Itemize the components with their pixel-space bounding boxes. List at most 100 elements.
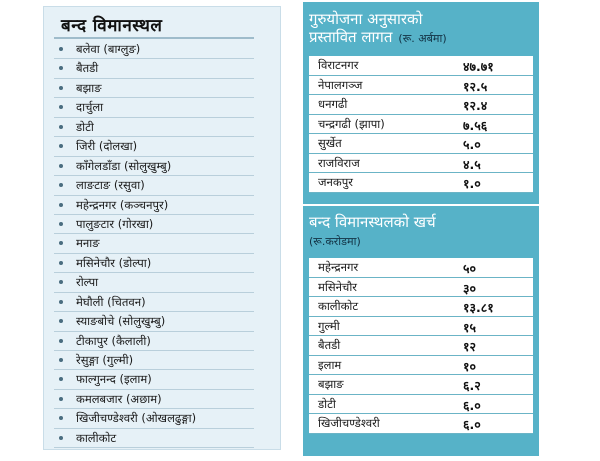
row-label: खिजीचण्डेश्वरी bbox=[318, 416, 380, 430]
airport-name: महेन्द्रनगर (कञ्चनपुर) bbox=[76, 197, 169, 212]
closed-spending-title: बन्द विमानस्थलको खर्च bbox=[309, 213, 436, 231]
row-value: १२.५ bbox=[463, 78, 488, 94]
airport-name: पालुङटार (गोरखा) bbox=[76, 216, 154, 231]
airport-name: मेघौली (चितवन) bbox=[76, 294, 146, 309]
row-value: ४७.७१ bbox=[463, 59, 494, 74]
airport-list-item: मसिनेचौर (डोल्पा) bbox=[54, 254, 254, 274]
proposed-cost-table: विराटनगर ४७.७१ नेपालगञ्ज १२.५ धनगढी १२.४ चन्द्… bbox=[309, 56, 533, 193]
bullet-icon bbox=[59, 144, 63, 149]
row-value: ५.० bbox=[463, 137, 481, 152]
airport-list-item: लाङटाङ (रसुवा) bbox=[54, 176, 254, 196]
airport-list-item: जिरी (दोलखा) bbox=[54, 137, 254, 157]
airport-list-item: कमलबजार (अछाम) bbox=[54, 390, 254, 410]
row-label: बझाङ bbox=[318, 377, 344, 391]
row-label: डोटी bbox=[318, 396, 336, 411]
bullet-icon bbox=[59, 66, 63, 71]
row-label: नेपालगञ्ज bbox=[318, 77, 363, 92]
airport-list-item: बझाङ bbox=[54, 79, 254, 99]
proposed-cost-row: चन्द्रगढी (झापा) ७.५६ bbox=[309, 115, 533, 134]
closed-spending-row: डोटी ६.० bbox=[309, 395, 533, 414]
row-value: ५० bbox=[463, 261, 477, 276]
row-value: ६.२ bbox=[463, 378, 481, 393]
closed-spending-row: गुल्मी १५ bbox=[309, 317, 533, 336]
airport-name: दार्चुला bbox=[76, 100, 104, 115]
airport-list-item: महेन्द्रनगर (कञ्चनपुर) bbox=[54, 196, 254, 215]
proposed-cost-row: सुर्खेत ५.० bbox=[309, 134, 533, 154]
bullet-icon bbox=[59, 47, 63, 51]
airport-name: बलेवा (बाग्लुङ) bbox=[76, 42, 141, 56]
closed-spending-row: मसिनेचौर ३० bbox=[309, 278, 533, 297]
bullet-icon bbox=[59, 299, 63, 304]
closed-airports-panel: बन्द विमानस्थल बलेवा (बाग्लुङ) बैतडी बझाङ द… bbox=[43, 6, 281, 450]
row-label: मसिनेचौर bbox=[318, 279, 357, 294]
airport-name: जिरी (दोलखा) bbox=[76, 139, 138, 154]
bullet-icon bbox=[59, 241, 63, 246]
row-label: जनकपुर bbox=[318, 175, 353, 189]
proposed-cost-row: धनगढी १२.४ bbox=[309, 95, 533, 115]
airport-name: बैतडी bbox=[76, 61, 99, 76]
bullet-icon bbox=[59, 260, 63, 265]
row-label: बैतडी bbox=[318, 338, 341, 352]
bullet-icon bbox=[59, 202, 63, 207]
proposed-cost-title-text: प्रस्तावित लागत bbox=[309, 28, 393, 46]
airport-list-item: रेसुङ्गा (गुल्मी) bbox=[54, 351, 254, 371]
airport-list-item: डोटी bbox=[54, 118, 254, 138]
airport-name: काँगेलडाँडा (सोलुखुम्बु) bbox=[76, 158, 172, 173]
row-label: कालीकोट bbox=[318, 299, 359, 313]
closed-spending-row: महेन्द्रनगर ५० bbox=[309, 258, 533, 278]
airport-name: मनाङ bbox=[76, 236, 100, 251]
airport-name: रेसुङ्गा (गुल्मी) bbox=[76, 353, 134, 367]
row-label: गुल्मी bbox=[318, 318, 340, 333]
closed-spending-panel: बन्द विमानस्थलको खर्च (रू.करोडमा) महेन्द… bbox=[303, 206, 539, 456]
bullet-icon bbox=[59, 124, 63, 129]
airport-name: स्याङबोचे (सोलुखुम्बु) bbox=[76, 314, 166, 329]
closed-spending-row: बैतडी १२ bbox=[309, 336, 533, 356]
airport-name: कालीकोट bbox=[76, 430, 117, 445]
airport-name: बझाङ bbox=[76, 80, 102, 95]
row-value: ४.५ bbox=[463, 156, 481, 172]
row-value: ३० bbox=[463, 280, 477, 296]
closed-spending-row: बझाङ ६.२ bbox=[309, 375, 533, 395]
proposed-cost-row: विराटनगर ४७.७१ bbox=[309, 56, 533, 76]
bullet-icon bbox=[59, 280, 63, 285]
airport-name: कमलबजार (अछाम) bbox=[76, 391, 162, 406]
row-label: धनगढी bbox=[318, 97, 348, 111]
proposed-cost-panel: गुरुयोजना अनुसारको प्रस्तावित लागत (रू. अ… bbox=[303, 2, 539, 204]
proposed-cost-row: नेपालगञ्ज १२.५ bbox=[309, 76, 533, 95]
row-value: ७.५६ bbox=[463, 117, 488, 133]
proposed-cost-title-line2: प्रस्तावित लागत (रू. अर्बमा) bbox=[309, 28, 447, 48]
airport-list-item: मेघौली (चितवन) bbox=[54, 293, 254, 313]
bullet-icon bbox=[59, 221, 63, 226]
bullet-icon bbox=[59, 338, 63, 343]
row-value: १२.४ bbox=[463, 98, 488, 113]
row-label: सुर्खेत bbox=[318, 136, 342, 150]
airport-name: डोटी bbox=[76, 119, 94, 134]
airport-name: टीकापुर (कैलाली) bbox=[76, 333, 151, 348]
airport-name: रोल्पा bbox=[76, 275, 99, 290]
row-value: १३.८१ bbox=[463, 300, 494, 315]
airport-list-item: मनाङ bbox=[54, 234, 254, 254]
closed-airports-list: बलेवा (बाग्लुङ) बैतडी बझाङ दार्चुला डोटी जिरी… bbox=[44, 40, 280, 449]
closed-spending-unit: (रू.करोडमा) bbox=[309, 235, 361, 248]
airport-list-item: टीकापुर (कैलाली) bbox=[54, 332, 254, 351]
bullet-icon bbox=[59, 435, 63, 440]
airport-list-item: कालीकोट bbox=[54, 429, 254, 449]
bullet-icon bbox=[59, 163, 63, 168]
airport-name: मसिनेचौर (डोल्पा) bbox=[76, 255, 152, 270]
airport-list-item: फाल्गुनन्द (इलाम) bbox=[54, 370, 254, 390]
proposed-cost-row: राजविराज ४.५ bbox=[309, 154, 533, 173]
row-value: १२ bbox=[463, 339, 477, 354]
row-label: इलाम bbox=[318, 357, 342, 372]
airport-name: लाङटाङ (रसुवा) bbox=[76, 178, 145, 193]
airport-list-item: खिजीचण्डेश्वरी (ओखलढुङ्गा) bbox=[54, 409, 254, 429]
closed-spending-row: कालीकोट १३.८१ bbox=[309, 297, 533, 317]
row-label: विराटनगर bbox=[318, 58, 359, 72]
proposed-cost-unit: (रू. अर्बमा) bbox=[398, 32, 447, 45]
proposed-cost-row: जनकपुर १.० bbox=[309, 173, 533, 193]
airport-list-item: रोल्पा bbox=[54, 273, 254, 293]
bullet-icon bbox=[59, 319, 63, 324]
airport-list-item: बैतडी bbox=[54, 59, 254, 79]
closed-spending-table: महेन्द्रनगर ५० मसिनेचौर ३० कालीकोट १३.८१ गुल्म… bbox=[309, 258, 533, 434]
bullet-icon bbox=[59, 183, 63, 188]
bullet-icon bbox=[59, 85, 63, 90]
